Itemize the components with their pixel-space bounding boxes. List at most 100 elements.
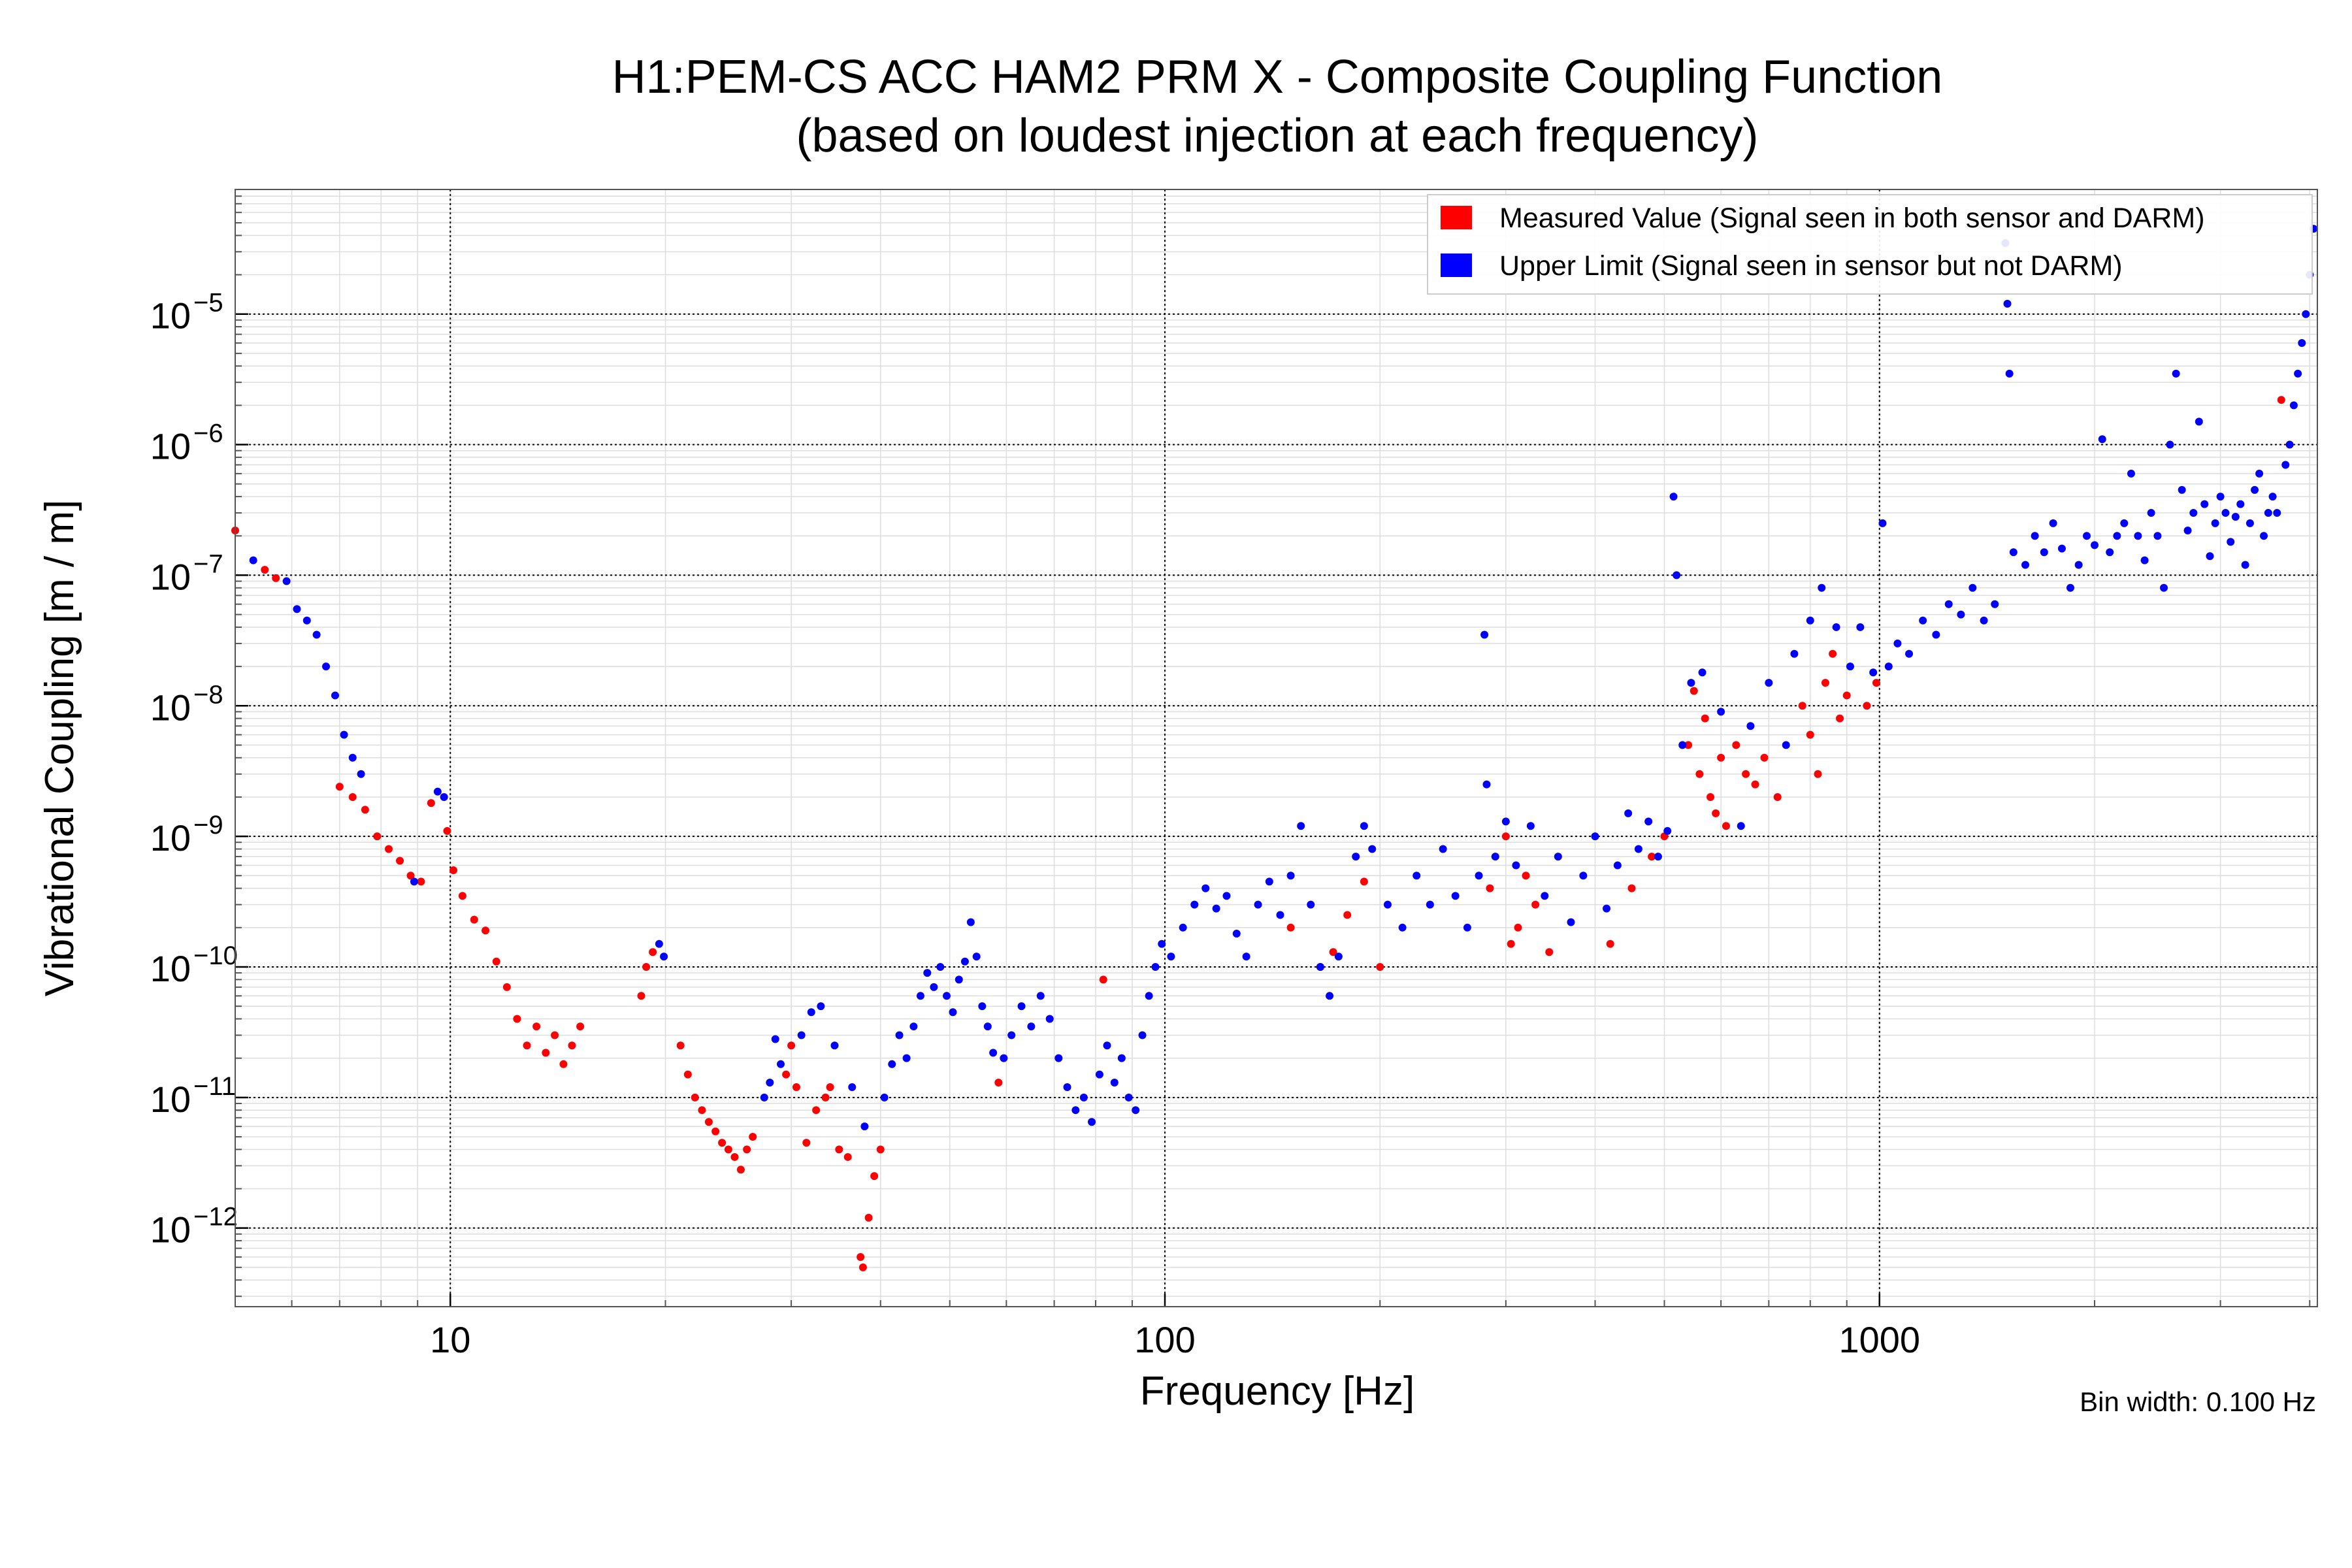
data-point <box>2289 401 2298 410</box>
data-point <box>1701 714 1709 723</box>
data-point <box>1316 962 1324 971</box>
data-point <box>1110 1079 1119 1087</box>
data-point <box>1190 900 1199 909</box>
data-point <box>1242 953 1250 961</box>
data-point <box>2216 493 2225 501</box>
data-point <box>2302 310 2310 318</box>
data-point <box>1063 1083 1071 1091</box>
data-point <box>949 1008 957 1017</box>
data-point <box>1352 853 1360 861</box>
data-point <box>858 1263 867 1271</box>
data-point <box>2127 469 2135 478</box>
data-point <box>2160 583 2168 592</box>
bin-width-note: Bin width: 0.100 Hz <box>2080 1386 2316 1417</box>
data-point <box>2098 435 2106 444</box>
data-point <box>771 1035 779 1043</box>
data-point <box>1765 679 1773 687</box>
data-point <box>1957 610 1965 619</box>
data-point <box>676 1041 685 1050</box>
data-point <box>1806 730 1814 739</box>
data-point <box>1698 668 1707 677</box>
data-point <box>335 783 344 791</box>
data-point <box>1088 1118 1096 1126</box>
data-point <box>1212 904 1220 913</box>
data-point <box>1413 872 1421 880</box>
data-point <box>1486 884 1494 892</box>
data-point <box>835 1145 843 1154</box>
data-point <box>782 1070 791 1079</box>
data-point <box>1541 892 1549 900</box>
data-point <box>1480 630 1489 639</box>
data-point <box>1613 861 1622 870</box>
y-tick-exponent: −5 <box>193 289 223 318</box>
data-point <box>649 948 657 956</box>
data-point <box>989 1049 998 1057</box>
data-point <box>2172 369 2180 378</box>
data-point <box>2021 561 2030 569</box>
data-point <box>1507 939 1515 948</box>
data-point <box>2147 509 2155 517</box>
data-point <box>1526 822 1535 830</box>
legend-box <box>1427 194 2313 295</box>
data-point <box>1522 872 1530 880</box>
data-point <box>1463 923 1471 932</box>
data-point <box>1654 853 1662 861</box>
y-tick-label: 10 <box>150 295 191 336</box>
data-point <box>1531 900 1540 909</box>
data-point <box>848 1083 857 1091</box>
data-point <box>1079 1093 1088 1102</box>
data-point <box>760 1093 768 1102</box>
data-point <box>736 1166 745 1174</box>
data-point <box>1836 714 1844 723</box>
data-point <box>1151 962 1160 971</box>
data-point <box>282 577 291 585</box>
y-tick-label: 10 <box>150 948 191 989</box>
data-point <box>880 1093 889 1102</box>
data-point <box>1383 900 1392 909</box>
data-point <box>1944 600 1953 608</box>
data-point <box>718 1139 727 1147</box>
data-point <box>864 1213 873 1222</box>
data-point <box>955 975 963 984</box>
data-point <box>272 574 280 582</box>
data-point <box>2166 440 2174 449</box>
data-point <box>1036 992 1045 1000</box>
data-point <box>1000 1054 1008 1062</box>
data-point <box>2082 532 2091 540</box>
data-point <box>2074 561 2083 569</box>
data-point <box>1872 679 1880 687</box>
data-point <box>1603 904 1611 913</box>
data-point <box>1790 649 1799 658</box>
data-point <box>1579 872 1588 880</box>
data-point <box>888 1060 896 1068</box>
data-point <box>2134 532 2142 540</box>
data-point <box>1286 872 1295 880</box>
data-point <box>1634 845 1642 853</box>
data-point <box>730 1152 739 1161</box>
data-point <box>1265 877 1273 886</box>
data-point <box>1591 832 1599 841</box>
data-point <box>1276 911 1284 919</box>
data-point <box>807 1008 815 1017</box>
data-point <box>1732 741 1740 749</box>
data-point <box>1832 623 1840 631</box>
data-point <box>642 962 651 971</box>
data-point <box>766 1079 774 1087</box>
data-point <box>994 1079 1003 1087</box>
data-point <box>1179 923 1187 932</box>
y-tick-label: 10 <box>150 1209 191 1250</box>
data-point <box>1286 923 1295 932</box>
data-point <box>1773 792 1782 801</box>
data-point <box>797 1031 806 1039</box>
data-point <box>1737 822 1745 830</box>
data-point <box>551 1031 559 1039</box>
data-point <box>1644 817 1653 826</box>
data-point <box>749 1132 757 1141</box>
data-point <box>930 983 938 991</box>
data-point <box>1863 702 1871 710</box>
data-point <box>1878 519 1887 527</box>
data-point <box>2241 561 2249 569</box>
data-point <box>532 1022 541 1031</box>
data-point <box>1334 953 1343 961</box>
